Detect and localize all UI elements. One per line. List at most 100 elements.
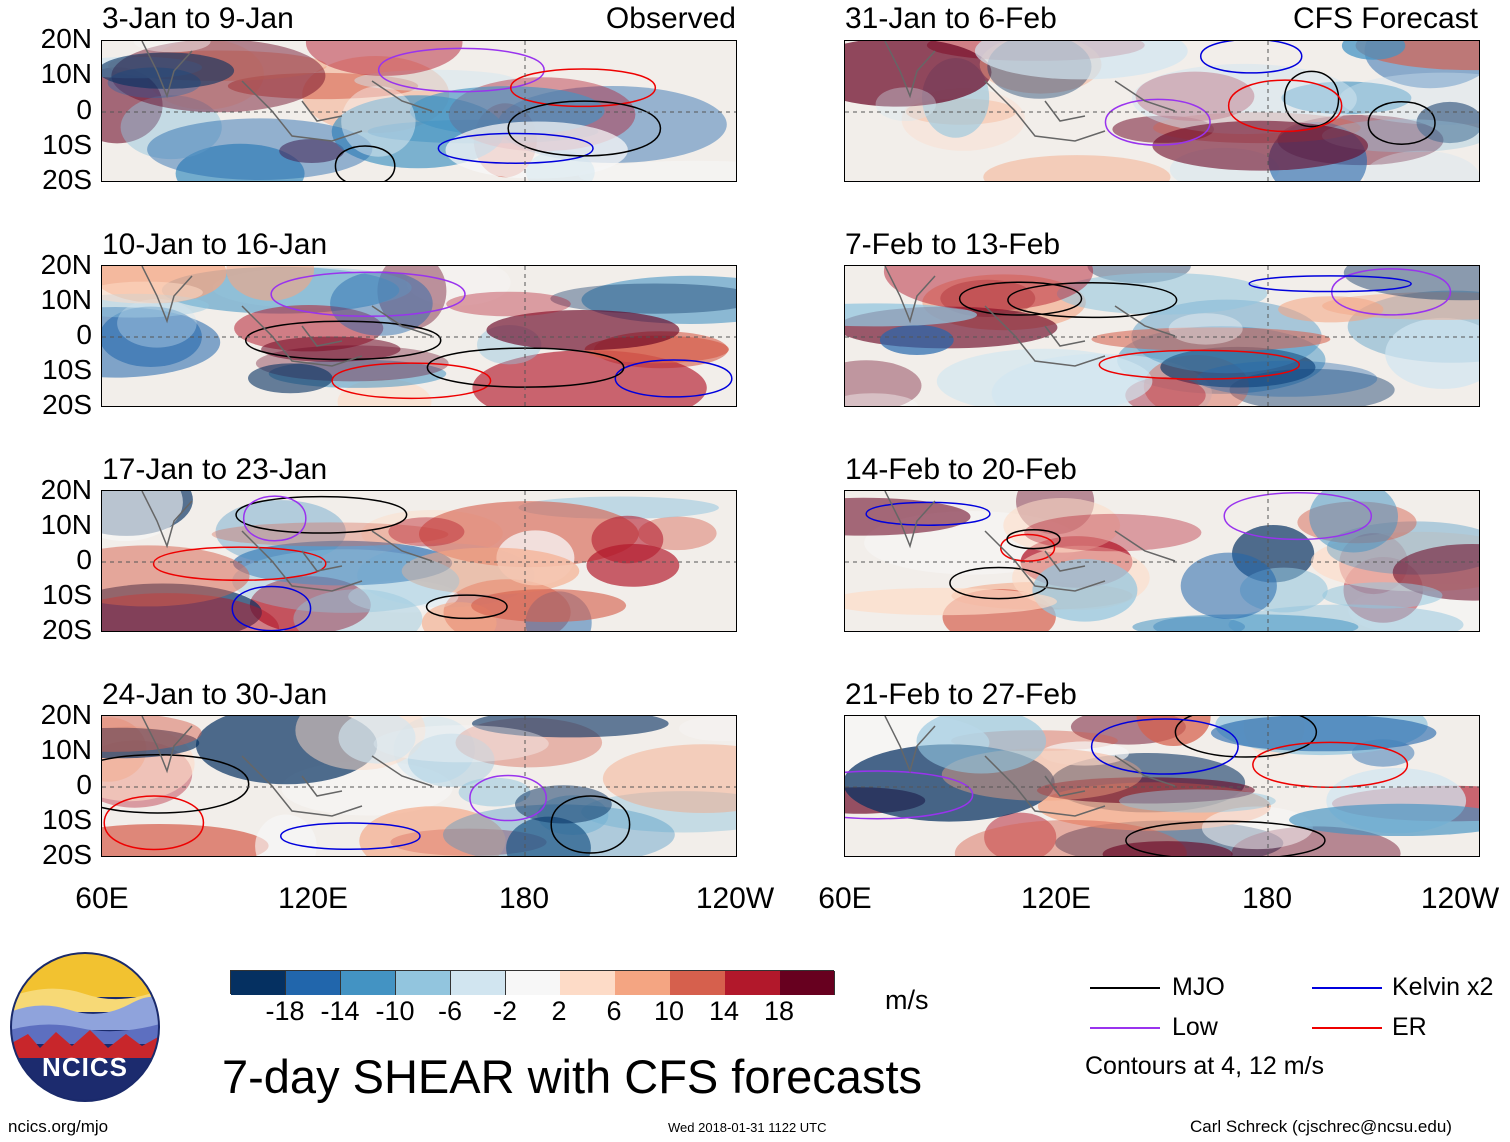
wave-contour bbox=[507, 100, 662, 157]
colorbar-tick: -14 bbox=[320, 996, 360, 1026]
wave-contour bbox=[1104, 98, 1211, 146]
shear-anomaly-blob bbox=[1024, 513, 1202, 552]
shear-anomaly-blob bbox=[883, 266, 1094, 311]
shear-anomaly-blob bbox=[102, 281, 203, 304]
shear-anomaly-blob bbox=[486, 310, 680, 351]
shear-anomaly-blob bbox=[581, 791, 736, 833]
shear-anomaly-blob bbox=[1119, 789, 1276, 813]
shear-anomaly-blob bbox=[248, 363, 333, 394]
panel-title: 31-Jan to 6-Feb bbox=[845, 2, 1057, 35]
shear-anomaly-blob bbox=[472, 716, 669, 738]
shear-anomaly-blob bbox=[102, 52, 235, 89]
shear-anomaly-blob bbox=[1322, 292, 1479, 320]
shear-anomaly-blob bbox=[1136, 716, 1211, 746]
shear-anomaly-blob bbox=[261, 336, 401, 362]
wave-contour bbox=[614, 359, 733, 398]
shear-anomaly-blob bbox=[1201, 806, 1313, 850]
coastline bbox=[141, 716, 433, 817]
shear-anomaly-blob bbox=[550, 283, 736, 314]
coastline bbox=[884, 266, 1176, 367]
ncics-logo: NCICS bbox=[10, 952, 160, 1102]
shear-anomaly-blob bbox=[471, 589, 627, 623]
x-label: 180 bbox=[1241, 882, 1293, 915]
shear-anomaly-blob bbox=[1278, 296, 1384, 323]
shear-anomaly-blob bbox=[1003, 498, 1121, 553]
coastline bbox=[141, 41, 433, 142]
y-label: 20S bbox=[42, 614, 92, 645]
legend-label: MJO bbox=[1172, 973, 1225, 1001]
colorbar-labels: -18 -14 -10 -6 -2 2 6 10 14 18 bbox=[230, 998, 834, 1028]
y-label: 0 bbox=[76, 769, 92, 800]
x-label: 120W bbox=[1420, 882, 1500, 915]
colorbar-swatch bbox=[560, 971, 616, 995]
shear-anomaly-blob bbox=[1132, 614, 1359, 631]
y-label: 20N bbox=[40, 249, 92, 280]
shear-anomaly-blob bbox=[1289, 803, 1479, 836]
wave-contour bbox=[244, 320, 442, 361]
map-panel-forecast-1 bbox=[844, 40, 1480, 182]
shear-anomaly-blob bbox=[348, 580, 459, 613]
shear-anomaly-blob bbox=[879, 325, 954, 355]
y-label: 10S bbox=[42, 354, 92, 385]
wave-contour bbox=[1006, 529, 1061, 550]
shear-anomaly-blob bbox=[102, 824, 269, 856]
y-label: 20N bbox=[40, 699, 92, 730]
map-panel-observed-4 bbox=[101, 715, 737, 857]
shear-anomaly-blob bbox=[515, 785, 612, 824]
legend-swatch-mjo bbox=[1090, 987, 1160, 989]
colorbar-tick: 14 bbox=[708, 996, 740, 1026]
legend-label: Low bbox=[1172, 1013, 1218, 1041]
wave-contour bbox=[1125, 820, 1326, 856]
shear-anomaly-blob bbox=[1037, 777, 1255, 804]
y-label: 20N bbox=[40, 23, 92, 54]
colorbar-unit: m/s bbox=[885, 985, 929, 1015]
shear-anomaly-blob bbox=[232, 549, 460, 613]
shear-anomaly-blob bbox=[845, 41, 992, 107]
x-label: 120W bbox=[695, 882, 775, 915]
shear-anomaly-blob bbox=[936, 348, 1153, 406]
colorbar-tick: 6 bbox=[606, 996, 622, 1026]
x-label: 120E bbox=[1020, 882, 1092, 915]
shear-anomaly-blob bbox=[845, 393, 918, 406]
shear-anomaly-blob bbox=[227, 72, 419, 100]
shear-anomaly-blob bbox=[446, 291, 571, 317]
wave-contour bbox=[279, 822, 421, 850]
x-label: 120E bbox=[277, 882, 349, 915]
colorbar-swatch bbox=[505, 971, 561, 995]
map-panel-forecast-3 bbox=[844, 490, 1480, 632]
shear-anomaly-blob bbox=[974, 41, 1188, 80]
colorbar-tick: -18 bbox=[265, 996, 305, 1026]
wave-contour bbox=[865, 501, 991, 526]
shear-anomaly-blob bbox=[233, 540, 453, 586]
colorbar-tick: -2 bbox=[492, 996, 518, 1026]
coastline bbox=[141, 266, 433, 367]
y-label: 20N bbox=[40, 474, 92, 505]
colorbar-swatch bbox=[450, 971, 507, 995]
shear-anomaly-blob bbox=[1322, 582, 1443, 609]
wave-contour bbox=[1227, 79, 1343, 133]
shear-anomaly-blob bbox=[1160, 346, 1316, 388]
logo-text: NCICS bbox=[42, 1052, 128, 1082]
wave-contour bbox=[1330, 268, 1452, 316]
wave-contour bbox=[1283, 70, 1340, 128]
map-panel-observed-2 bbox=[101, 265, 737, 407]
wave-contour bbox=[426, 347, 625, 388]
y-label: 10N bbox=[40, 58, 92, 89]
shear-anomaly-blob bbox=[279, 139, 345, 163]
shear-anomaly-blob bbox=[983, 155, 1171, 181]
forecast-label: CFS Forecast bbox=[1292, 2, 1478, 35]
observed-label: Observed bbox=[605, 2, 736, 35]
shear-anomaly-blob bbox=[1168, 313, 1243, 345]
footer-author: Carl Schreck (cjschrec@ncsu.edu) bbox=[1190, 1117, 1452, 1136]
shear-anomaly-blob bbox=[875, 87, 936, 121]
shear-anomaly-blob bbox=[338, 716, 416, 764]
colorbar-tick: 18 bbox=[763, 996, 795, 1026]
shear-anomaly-blob bbox=[506, 816, 591, 856]
legend-label: Kelvin x2 bbox=[1392, 973, 1494, 1001]
shear-anomaly-blob bbox=[1102, 841, 1233, 856]
map-panel-forecast-2 bbox=[844, 265, 1480, 407]
shear-anomaly-blob bbox=[354, 69, 516, 92]
shear-anomaly-blob bbox=[472, 350, 707, 406]
shear-anomaly-blob bbox=[341, 86, 416, 157]
footer-url[interactable]: ncics.org/mjo bbox=[8, 1117, 109, 1136]
